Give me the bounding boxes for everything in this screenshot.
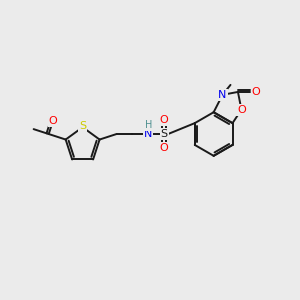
- Text: N: N: [144, 129, 152, 139]
- Text: O: O: [251, 87, 260, 97]
- Text: S: S: [160, 129, 168, 139]
- Text: O: O: [49, 116, 57, 126]
- Text: O: O: [237, 105, 246, 115]
- Text: S: S: [79, 121, 86, 131]
- Text: H: H: [145, 120, 152, 130]
- Text: O: O: [160, 143, 169, 153]
- Text: N: N: [218, 90, 227, 100]
- Text: O: O: [160, 115, 169, 125]
